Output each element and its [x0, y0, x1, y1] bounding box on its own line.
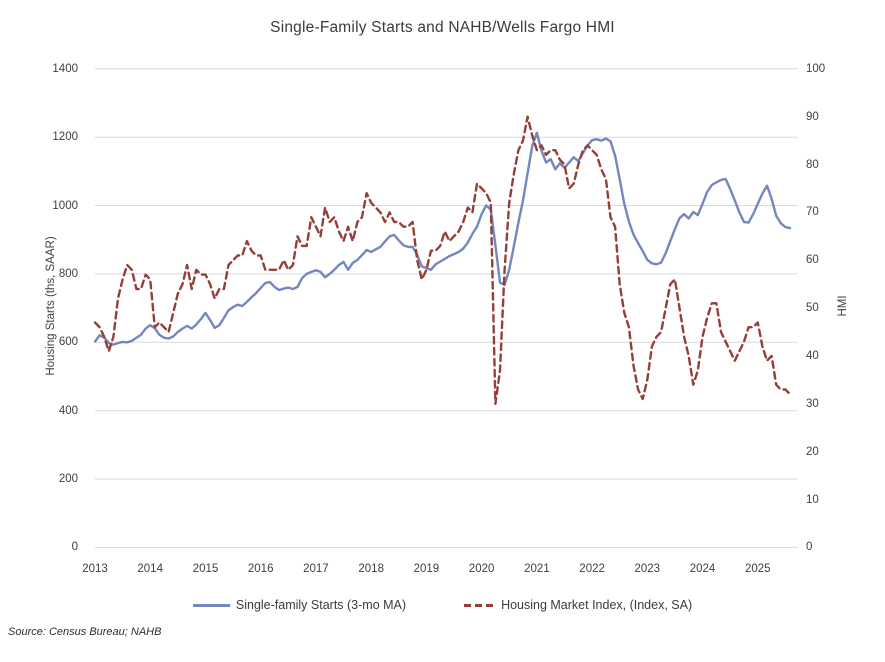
y-axis-tick-right: 10 [806, 493, 819, 506]
hmi-legend-label: Housing Market Index, (Index, SA) [501, 598, 693, 612]
y-axis-tick-right: 70 [806, 206, 819, 219]
y-axis-tick-right: 50 [806, 302, 819, 315]
x-axis-tick: 2024 [689, 563, 716, 575]
x-axis-tick: 2014 [137, 563, 163, 575]
x-axis-tick: 2017 [303, 563, 329, 575]
y-axis-tick-right: 90 [806, 110, 819, 123]
left-axis-title: Housing Starts (ths, SAAR) [45, 236, 57, 376]
x-axis-tick: 2015 [192, 563, 219, 575]
y-axis-tick-right: 100 [806, 62, 826, 75]
x-axis-tick: 2016 [247, 563, 274, 575]
y-axis-tick-left: 400 [58, 404, 78, 417]
legend: Single-family Starts (3-mo MA) Housing M… [0, 595, 885, 615]
y-axis-tick-left: 0 [71, 541, 78, 554]
y-axis-tick-left: 1400 [52, 62, 78, 75]
y-axis-tick-right: 20 [806, 445, 819, 458]
x-axis-tick: 2018 [358, 563, 384, 575]
y-axis-tick-left: 1200 [52, 131, 78, 144]
x-axis-tick: 2013 [82, 563, 108, 575]
x-axis-tick: 2020 [468, 563, 495, 575]
legend-item-starts: Single-family Starts (3-mo MA) [192, 598, 407, 612]
starts-line [93, 131, 792, 346]
x-axis-tick: 2019 [413, 563, 440, 575]
hmi-line-marker [464, 603, 496, 607]
x-axis-tick: 2021 [524, 563, 550, 575]
y-axis-tick-left: 1000 [52, 199, 78, 212]
y-axis-tick-left: 200 [58, 473, 78, 485]
x-axis-tick: 2025 [745, 563, 771, 575]
y-axis-tick-right: 60 [806, 254, 819, 267]
y-axis-tick-right: 80 [806, 158, 819, 171]
source-note: Source: Census Bureau; NAHB [8, 626, 162, 638]
starts-legend-label: Single-family Starts (3-mo MA) [235, 598, 407, 612]
x-axis-tick: 2022 [579, 563, 605, 575]
starts-line-marker [192, 603, 230, 607]
hmi-line [93, 115, 792, 405]
y-axis-tick-right: 30 [806, 397, 819, 410]
y-axis-tick-right: 0 [806, 541, 813, 554]
chart-title: Single-Family Starts and NAHB/Wells Farg… [270, 19, 615, 36]
y-axis-tick-right: 40 [806, 350, 819, 362]
x-axis-tick: 2023 [634, 563, 661, 575]
y-axis-tick-left: 600 [58, 336, 78, 349]
right-axis-title: HMI [837, 295, 849, 317]
y-axis-tick-left: 800 [58, 267, 78, 280]
legend-item-hmi: Housing Market Index, (Index, SA) [464, 598, 692, 612]
